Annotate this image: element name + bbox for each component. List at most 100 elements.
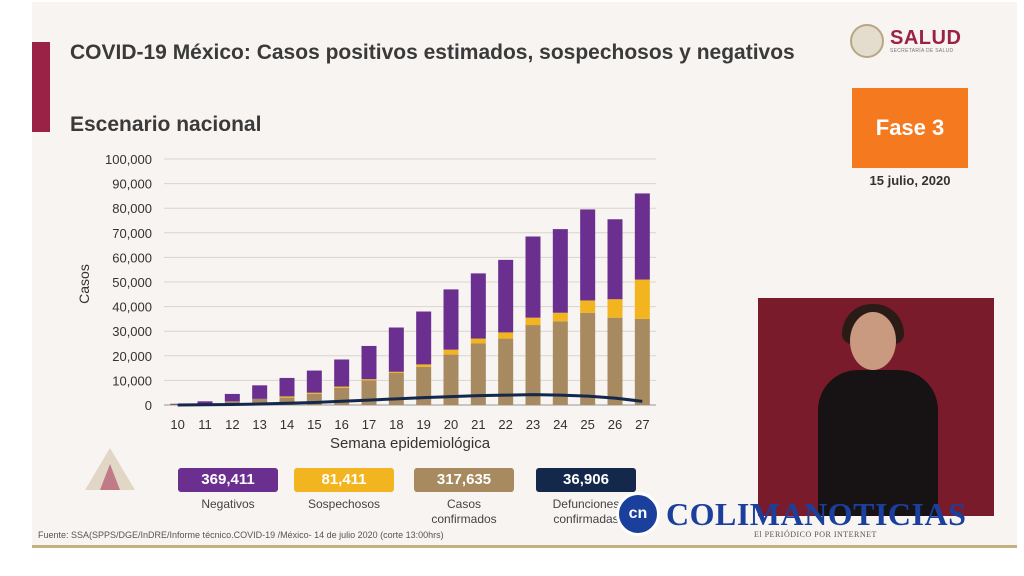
logo-text: SALUD	[890, 27, 962, 49]
legend-negativos-label: Negativos	[201, 497, 255, 511]
y-tick-label: 40,000	[112, 300, 152, 315]
x-tick-label: 22	[498, 417, 512, 432]
footer-bar	[32, 545, 1017, 548]
legend-sospechosos-label: Sospechosos	[307, 497, 381, 511]
bar-casos-confirmados	[416, 366, 432, 405]
legend-sospechosos: 81,411 Sospechosos	[294, 468, 394, 512]
seal-icon	[850, 24, 884, 58]
salud-logo: SALUD SECRETARÍA DE SALUD	[850, 24, 961, 58]
legend-confirmados-label: Casos confirmados	[431, 497, 497, 526]
legend-negativos-value: 369,411	[178, 468, 278, 492]
bar-casos-confirmados	[388, 373, 404, 405]
y-axis-ticks: 0 10,000 20,000 30,000 40,000 50,000 60,000 70,…	[105, 152, 152, 413]
x-tick-label: 15	[307, 417, 321, 432]
x-tick-label: 20	[444, 417, 458, 432]
bar-casos-confirmados	[306, 393, 322, 405]
y-tick-label: 20,000	[112, 349, 152, 364]
bar-negativos	[416, 311, 432, 365]
x-tick-label: 11	[198, 417, 212, 432]
x-tick-label: 13	[252, 417, 266, 432]
y-tick-label: 30,000	[112, 324, 152, 339]
y-tick-label: 60,000	[112, 250, 152, 265]
slide: COVID-19 México: Casos positivos estimad…	[32, 2, 1017, 548]
bar-sospechosos	[334, 386, 350, 388]
bar-sospechosos	[552, 312, 568, 322]
bar-sospechosos	[279, 396, 295, 398]
bar-casos-confirmados	[470, 343, 486, 405]
x-tick-label: 25	[580, 417, 594, 432]
stacked-bar-chart: 0 10,000 20,000 30,000 40,000 50,000 60,000 70,…	[76, 152, 656, 452]
y-tick-label: 0	[145, 398, 152, 413]
watermark: cn COLIMANOTICIAS	[616, 492, 966, 536]
legend-confirmados-value: 317,635	[414, 468, 514, 492]
bar-casos-confirmados	[634, 318, 650, 405]
x-tick-label: 24	[553, 417, 567, 432]
bar-casos-confirmados	[443, 354, 459, 405]
watermark-logo-icon: cn	[616, 492, 660, 536]
accent-bar	[32, 42, 50, 132]
bar-negativos	[252, 385, 268, 399]
x-tick-label: 16	[334, 417, 348, 432]
x-tick-label: 14	[280, 417, 294, 432]
pyramid-icon	[80, 442, 140, 492]
bar-sospechosos	[443, 349, 459, 355]
y-tick-label: 70,000	[112, 226, 152, 241]
bar-negativos	[306, 370, 322, 393]
y-tick-label: 10,000	[112, 373, 152, 388]
bar-sospechosos	[306, 392, 322, 394]
bar-casos-confirmados	[498, 338, 514, 405]
y-tick-label: 80,000	[112, 201, 152, 216]
bar-sospechosos	[580, 300, 596, 313]
bar-sospechosos	[525, 317, 541, 326]
x-tick-label: 17	[362, 417, 376, 432]
bar-sospechosos	[470, 338, 486, 344]
x-tick-label: 12	[225, 417, 239, 432]
x-tick-label: 19	[416, 417, 430, 432]
y-axis-label: Casos	[76, 264, 92, 304]
x-tick-label: 10	[170, 417, 184, 432]
bar-negativos	[498, 259, 514, 333]
page-subtitle: Escenario nacional	[70, 113, 262, 136]
legend-confirmados: 317,635 Casos confirmados	[414, 468, 514, 527]
source-note: Fuente: SSA(SPPS/DGE/InDRE/Informe técni…	[38, 530, 444, 540]
legend-defunciones: 36,906 Defunciones confirmadas	[536, 468, 636, 527]
logo-small-text: SECRETARÍA DE SALUD	[890, 48, 954, 54]
x-axis-label: Semana epidemiológica	[330, 435, 491, 452]
bar-negativos	[470, 273, 486, 339]
page-title: COVID-19 México: Casos positivos estimad…	[70, 41, 795, 64]
y-tick-label: 50,000	[112, 275, 152, 290]
bar-casos-confirmados	[525, 325, 541, 405]
bar-sospechosos	[361, 379, 377, 381]
bar-negativos	[361, 345, 377, 380]
bar-sospechosos	[607, 299, 623, 318]
watermark-tagline: El PERIÓDICO POR INTERNET	[754, 530, 877, 539]
bar-casos-confirmados	[607, 317, 623, 405]
grid-lines	[164, 158, 656, 406]
bar-negativos	[580, 209, 596, 301]
defunciones-line	[177, 393, 643, 407]
x-tick-label: 18	[389, 417, 403, 432]
bar-negativos	[607, 219, 623, 300]
bar-negativos	[279, 377, 295, 397]
bar-casos-confirmados	[279, 397, 295, 405]
sign-language-interpreter	[758, 298, 994, 516]
bar-casos-confirmados	[580, 312, 596, 405]
bar-casos-confirmados	[552, 321, 568, 405]
report-date: 15 julio, 2020	[869, 173, 951, 188]
bar-sospechosos	[388, 371, 404, 374]
interpreter-head	[850, 312, 896, 370]
legend-defunciones-label: Defunciones confirmadas	[552, 497, 620, 526]
bar-negativos	[634, 193, 650, 280]
x-axis-ticks: 10 11 12 13 14 15 16 17 18 19 20 21 22 23 24 25 26 27	[170, 417, 649, 432]
bar-negativos	[197, 401, 213, 404]
bar-negativos	[224, 393, 240, 402]
legend-defunciones-value: 36,906	[536, 468, 636, 492]
bars	[170, 193, 650, 405]
x-tick-label: 23	[526, 417, 540, 432]
series-line-defunciones	[177, 393, 643, 407]
interpreter-body	[818, 370, 938, 516]
bar-negativos	[443, 289, 459, 350]
bar-sospechosos	[634, 279, 650, 319]
watermark-name: COLIMANOTICIAS	[666, 496, 967, 532]
y-tick-label: 100,000	[105, 152, 152, 167]
